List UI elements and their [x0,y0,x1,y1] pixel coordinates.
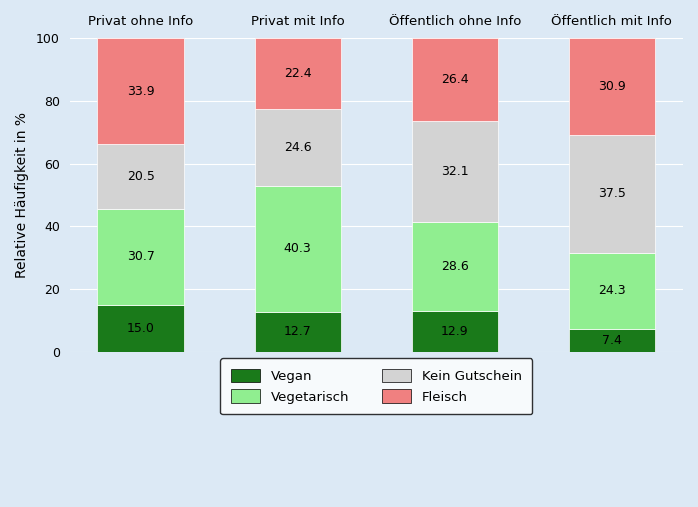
Text: 12.7: 12.7 [284,325,311,339]
Text: 37.5: 37.5 [598,187,626,200]
Text: 32.1: 32.1 [441,165,468,178]
Text: 28.6: 28.6 [441,260,468,273]
Bar [569,252,655,329]
Bar [98,38,184,144]
Bar [569,329,655,352]
Bar [569,135,655,252]
Bar [255,108,341,186]
Legend: Vegan, Vegetarisch, Kein Gutschein, Fleisch: Vegan, Vegetarisch, Kein Gutschein, Flei… [221,358,532,414]
Text: 30.9: 30.9 [598,80,626,93]
Bar [98,144,184,208]
Bar [412,121,498,222]
Bar [412,39,498,121]
Bar [255,312,341,352]
Text: 40.3: 40.3 [284,242,311,256]
Text: 7.4: 7.4 [602,334,622,347]
Bar [412,311,498,352]
Text: 26.4: 26.4 [441,74,468,86]
Text: 24.3: 24.3 [598,284,625,297]
Text: 24.6: 24.6 [284,140,311,154]
Bar [98,208,184,305]
Text: 33.9: 33.9 [127,85,154,98]
Text: 30.7: 30.7 [127,250,154,263]
Bar [98,305,184,352]
Bar [412,222,498,311]
Bar [255,186,341,312]
Y-axis label: Relative Häufigkeit in %: Relative Häufigkeit in % [15,112,29,278]
Bar [255,39,341,108]
Text: 22.4: 22.4 [284,67,311,80]
Text: 12.9: 12.9 [441,325,468,338]
Bar [569,38,655,135]
Text: 20.5: 20.5 [127,170,154,183]
Text: 15.0: 15.0 [127,322,154,335]
